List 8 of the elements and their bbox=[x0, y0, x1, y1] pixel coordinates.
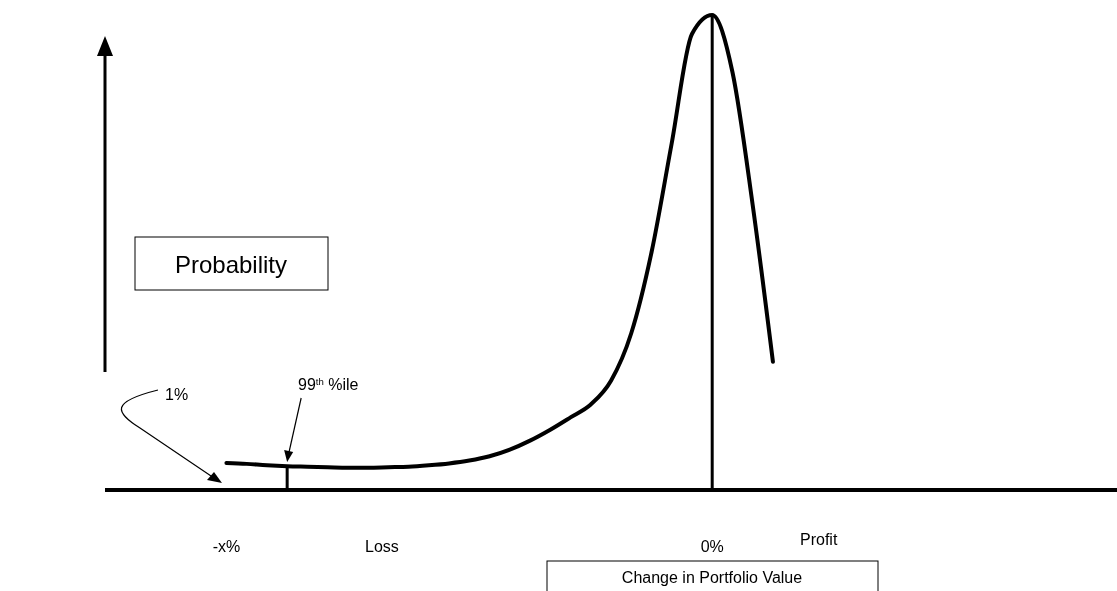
text: Profit bbox=[800, 531, 838, 548]
y-axis-title: Probability bbox=[174, 251, 288, 278]
text: Loss bbox=[365, 538, 399, 555]
x-tick-label: -x% bbox=[212, 538, 241, 555]
x-tick-label: 0% bbox=[700, 538, 724, 555]
annotation: 99$^{th}$ %ile bbox=[298, 375, 359, 393]
annotation: 1% bbox=[165, 386, 189, 403]
x-axis-title: Change in Portfolio Value bbox=[621, 569, 803, 586]
